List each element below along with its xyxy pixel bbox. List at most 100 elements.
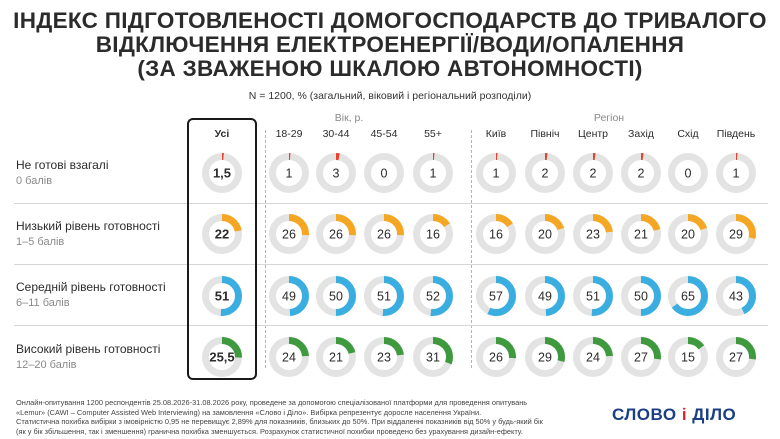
donut-arc-4-3: [316, 337, 356, 377]
donut-arc-2-2: [269, 214, 309, 254]
donut-value-label: 3: [333, 167, 340, 181]
donut-value-label: 2: [638, 167, 645, 181]
footnote-line: Статистична похибка вибірки з імовірніст…: [16, 417, 543, 427]
column-header-center: Центр: [577, 128, 609, 140]
chart-title: ІНДЕКС ПІДГОТОВЛЕНОСТІ ДОМОГОСПОДАРСТВ Д…: [0, 9, 780, 81]
column-header-east: Схід: [677, 128, 699, 140]
column-header-18-29: 18-29: [275, 128, 303, 140]
donut-value-label: 26: [377, 228, 391, 242]
total-column-highlight: [187, 118, 257, 380]
column-header-south: Південь: [716, 128, 756, 140]
row-label-medium: Середній рівень готовності: [16, 280, 166, 294]
donut-value-label: 26: [282, 228, 296, 242]
donut-value-label: 57: [489, 290, 503, 304]
footnote-line: «Lemur» (CAWI – Computer Assisted Web In…: [16, 407, 482, 417]
row-label-low: Низький рівень готовності: [16, 219, 160, 233]
footnote-line: Онлайн-опитування 1200 респондентів 25.0…: [16, 398, 528, 407]
brand-logo: СЛОВО і ДІЛО: [612, 405, 768, 427]
donut-value-label: 26: [489, 351, 503, 365]
donut-value-label: 21: [329, 351, 343, 365]
logo-word-right: ДІЛО: [692, 405, 737, 424]
row-label-not-ready: Не готові взагалі: [16, 158, 109, 172]
donut-arc-3-1: [202, 276, 242, 316]
donut-arc-1-9: [621, 153, 661, 193]
row-divider: [14, 264, 768, 265]
donut-arc-3-8: [573, 276, 613, 316]
column-header-30-44: 30-44: [322, 128, 350, 140]
donut-value-label: 23: [586, 228, 600, 242]
donut-value-label: 1: [430, 167, 437, 181]
donut-arc-1-11: [716, 153, 756, 193]
row-sub-low: 1–5 балів: [16, 236, 65, 248]
donut-arc-4-9: [621, 337, 661, 377]
donut-arc-4-8: [573, 337, 613, 377]
row-divider: [14, 203, 768, 204]
donut-value-label: 16: [489, 228, 503, 242]
donut-value-label: 27: [634, 351, 648, 365]
row-sub-not-ready: 0 балів: [16, 175, 53, 187]
donut-value-label: 29: [729, 228, 743, 242]
donut-arc-1-3: [316, 153, 356, 193]
donut-value-label: 29: [538, 351, 552, 365]
donut-arc-3-3: [316, 276, 356, 316]
logo-word-left: СЛОВО: [612, 405, 677, 424]
methodology-footnote: Онлайн-опитування 1200 респондентів 25.0…: [16, 398, 586, 436]
donut-arc-2-4: [364, 214, 404, 254]
donut-value-label: 1: [733, 167, 740, 181]
donut-value-label: 65: [681, 290, 695, 304]
footnote-line: (як у бік збільшення, так і зменшення) г…: [16, 426, 523, 436]
row-label-high: Високий рівень готовності: [16, 342, 161, 356]
donut-arc-4-11: [716, 337, 756, 377]
separator-region: [471, 130, 472, 368]
row-divider: [14, 325, 768, 326]
donut-value-label: 24: [586, 351, 600, 365]
column-header-all: Усі: [214, 128, 230, 140]
donut-value-label: 52: [426, 290, 440, 304]
donut-arc-3-9: [621, 276, 661, 316]
donut-value-label: 23: [377, 351, 391, 365]
chart-subtitle: N = 1200, % (загальний, віковий і регіон…: [248, 90, 532, 102]
donut-value-label: 51: [377, 290, 391, 304]
donut-arc-2-3: [316, 214, 356, 254]
donut-value-label: 21: [634, 228, 648, 242]
donut-arc-2-5: [413, 214, 453, 254]
donut-arc-3-10: [668, 276, 708, 316]
donut-value-label: 51: [215, 289, 229, 304]
donut-arc-4-7: [525, 337, 565, 377]
donut-value-label: 24: [282, 351, 296, 365]
column-header-45-54: 45-54: [370, 128, 398, 140]
donut-arc-4-2: [269, 337, 309, 377]
donut-arc-1-2: [269, 153, 309, 193]
donut-arc-3-6: [476, 276, 516, 316]
donut-arc-1-6: [476, 153, 516, 193]
donut-arc-3-5: [413, 276, 453, 316]
donut-value-label: 22: [215, 227, 229, 242]
donut-arc-3-7: [525, 276, 565, 316]
donut-arc-1-1: [202, 153, 242, 193]
donut-value-label: 49: [538, 290, 552, 304]
logo-word-mid: і: [681, 405, 688, 424]
donut-arc-2-6: [476, 214, 516, 254]
donut-arc-1-5: [413, 153, 453, 193]
donut-value-label: 2: [542, 167, 549, 181]
title-line-1: ІНДЕКС ПІДГОТОВЛЕНОСТІ ДОМОГОСПОДАРСТВ Д…: [13, 8, 767, 33]
donut-arc-3-4: [364, 276, 404, 316]
donut-arc-2-11: [716, 214, 756, 254]
group-label-age: Вік, р.: [334, 112, 364, 124]
donut-value-label: 50: [329, 290, 343, 304]
donut-arc-2-9: [621, 214, 661, 254]
donut-value-label: 20: [681, 228, 695, 242]
donut-arc-4-5: [413, 337, 453, 377]
donut-arc-4-10: [668, 337, 708, 377]
title-line-2: ВІДКЛЮЧЕННЯ ЕЛЕКТРОЕНЕРГІЇ/ВОДИ/ОПАЛЕННЯ: [95, 32, 685, 57]
donut-value-label: 31: [426, 351, 440, 365]
donut-arc-1-7: [525, 153, 565, 193]
donut-value-label: 49: [282, 290, 296, 304]
donut-value-label: 43: [729, 290, 743, 304]
column-header-55plus: 55+: [424, 128, 442, 140]
column-header-west: Захід: [628, 128, 654, 140]
donut-value-label: 27: [729, 351, 743, 365]
donut-value-label: 15: [681, 351, 695, 365]
donut-arc-2-7: [525, 214, 565, 254]
